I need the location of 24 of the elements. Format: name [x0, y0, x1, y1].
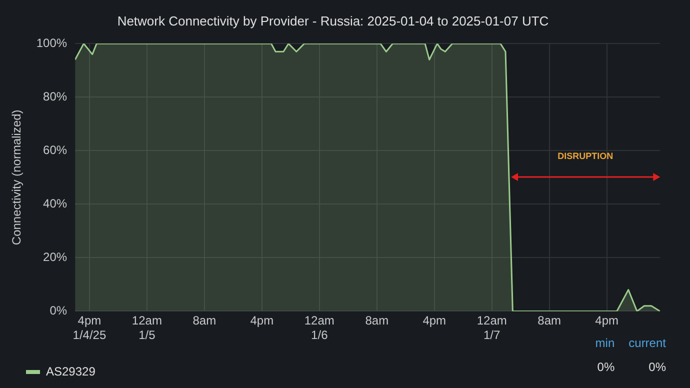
y-tick-label: 40%	[43, 196, 68, 210]
x-tick-label: 8am	[365, 314, 389, 328]
legend-label: AS29329	[46, 364, 96, 378]
y-axis-title: Connectivity (normalized)	[10, 110, 24, 246]
x-tick-label: 12am 1/6	[304, 314, 334, 342]
text: 0%	[596, 360, 615, 374]
text: current	[628, 336, 666, 350]
x-tick-label: 8am	[192, 314, 216, 328]
x-tick-label: 8am	[538, 314, 562, 328]
text: 0%	[648, 360, 666, 374]
annotation: DISRUPTION	[556, 151, 614, 162]
x-tick-label: 12am 1/7	[476, 314, 507, 342]
x-tick-label: 4pm 1/4/25	[72, 314, 106, 342]
text: min	[595, 336, 615, 350]
chart-title: Network Connectivity by Provider - Russia: 2025-01-04 to 2025-01-07 UTC	[117, 13, 549, 28]
y-tick-label: 60%	[43, 142, 68, 157]
y-tick-label: 80%	[43, 89, 68, 104]
x-tick-label: 4pm	[250, 314, 274, 328]
y-tick-label: 20%	[43, 250, 68, 264]
y-tick-label: 100%	[36, 36, 68, 50]
y-tick-label: 0%	[50, 304, 68, 318]
x-tick-label: 4pm	[422, 314, 446, 328]
x-tick-label: 4pm	[595, 314, 618, 328]
x-tick-label: 12am 1/5	[132, 314, 162, 342]
